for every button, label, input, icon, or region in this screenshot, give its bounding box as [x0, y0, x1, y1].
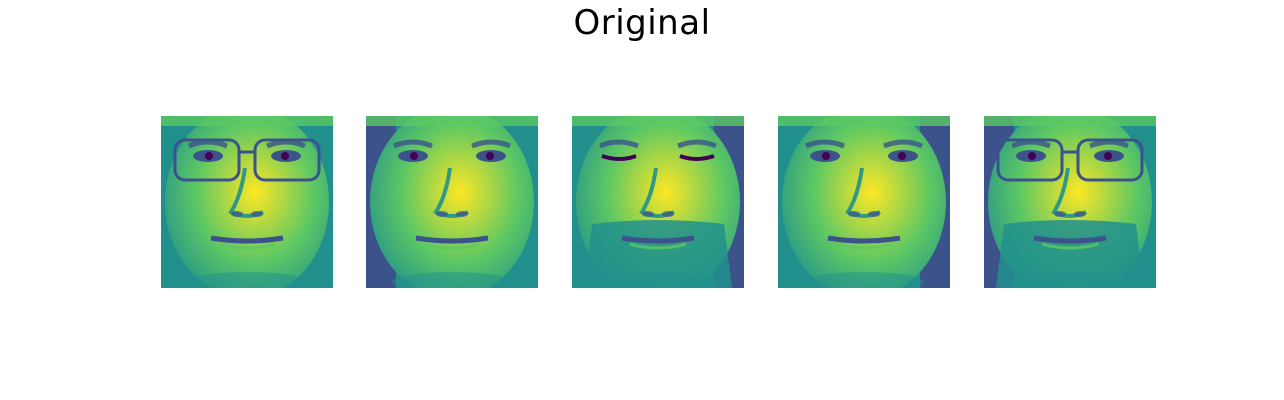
figure-title: Original [573, 3, 711, 43]
face-image-3 [572, 116, 744, 288]
face-image-4 [778, 116, 950, 288]
face-image-2 [366, 116, 538, 288]
face-image-5 [984, 116, 1156, 288]
face-image-1 [161, 116, 333, 288]
